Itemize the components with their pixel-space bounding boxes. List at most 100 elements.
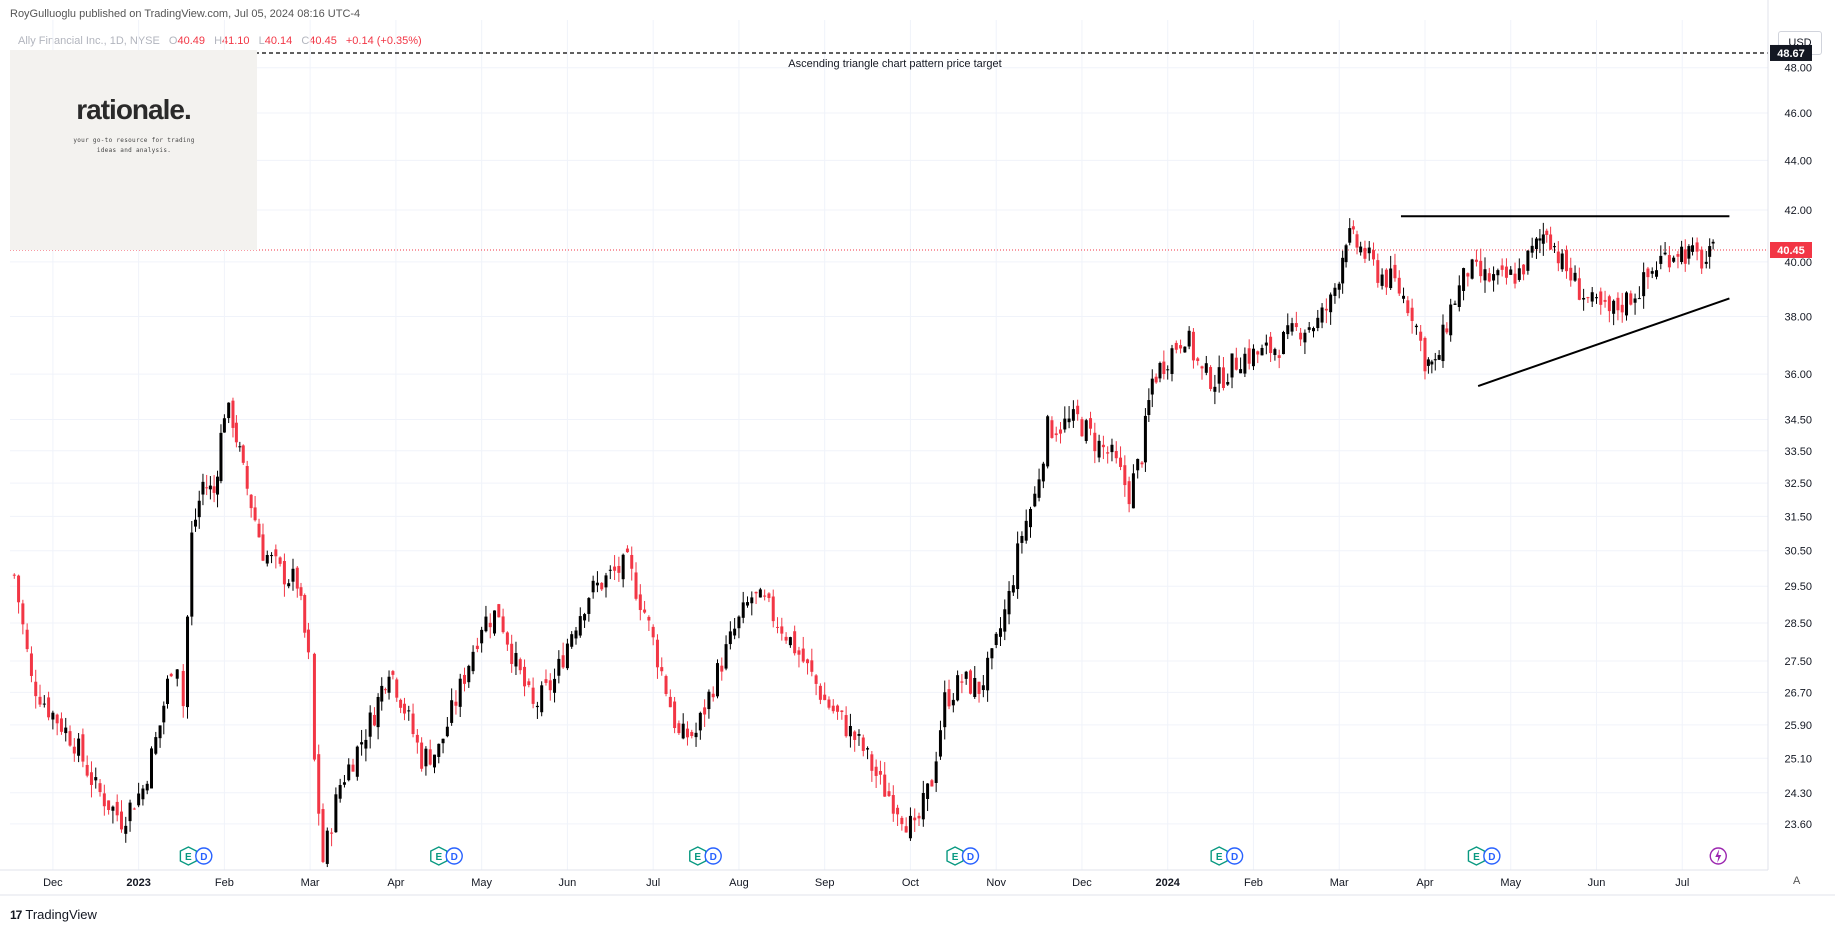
candle-body [102, 793, 106, 807]
dividend-event-icon[interactable]: D [195, 847, 213, 865]
candle [42, 695, 46, 708]
candle-body [270, 555, 274, 557]
candle [77, 733, 81, 763]
candle-body [380, 685, 384, 702]
candle-body [330, 832, 334, 834]
candle-body [861, 737, 865, 751]
candle [848, 713, 852, 748]
candle-body [1037, 479, 1041, 498]
candle [1256, 350, 1260, 364]
earnings-event-icon[interactable]: E [689, 846, 707, 866]
dividend-event-icon[interactable]: D [1225, 847, 1244, 865]
candle-body [968, 670, 972, 694]
earnings-event-icon[interactable]: E [946, 846, 964, 866]
earnings-event-icon[interactable]: E [430, 846, 448, 866]
candle-body [1414, 325, 1418, 328]
candle-body [1680, 246, 1684, 263]
candle [1046, 414, 1050, 469]
candle [1603, 290, 1607, 308]
candle [1097, 434, 1101, 463]
candle-body [1462, 268, 1466, 291]
tradingview-brand-label: TradingView [25, 907, 97, 922]
candle [1076, 399, 1080, 421]
earnings-event-icon[interactable]: E [1210, 846, 1228, 866]
y-tick-label: 25.90 [1784, 720, 1812, 732]
candle-body [1110, 444, 1114, 453]
candle-body [360, 742, 364, 745]
candle [711, 686, 715, 702]
candle-body [231, 400, 235, 428]
logo-subtitle: your go-to resource for trading ideas an… [73, 137, 195, 154]
candle-body [493, 610, 497, 634]
dividend-event-icon[interactable]: D [704, 847, 722, 865]
candle [437, 743, 441, 764]
lightning-event-icon[interactable] [1709, 847, 1727, 865]
candle-body [831, 705, 835, 712]
candle [1174, 340, 1178, 354]
candle-body [1372, 250, 1376, 260]
support-trendline [1477, 297, 1730, 387]
x-tick-label: Mar [1330, 877, 1349, 889]
candle [265, 550, 269, 567]
candle [1437, 350, 1441, 361]
dividend-marker-shape [1483, 847, 1501, 865]
candle-body [866, 748, 870, 750]
dividend-event-icon[interactable]: D [445, 847, 463, 865]
dividend-event-icon[interactable]: D [961, 847, 980, 865]
candle-body [535, 705, 539, 708]
candle [306, 622, 310, 660]
candle-body [600, 582, 604, 590]
high-value: 41.10 [222, 35, 250, 47]
candle-body [934, 761, 938, 783]
candle [724, 635, 728, 671]
high-label: H [214, 35, 223, 47]
earnings-event-icon[interactable]: E [1467, 846, 1486, 866]
candle [360, 729, 364, 756]
candle-body [364, 739, 368, 749]
candle [141, 784, 145, 806]
candle [94, 767, 98, 789]
candle [771, 589, 775, 628]
candle-body [780, 626, 784, 634]
candle-body [1487, 273, 1491, 282]
candle [1538, 229, 1542, 254]
candle-body [553, 678, 557, 693]
candle-body [1028, 508, 1032, 528]
candle-body [387, 676, 391, 693]
candle-body [703, 707, 707, 715]
candle-body [1016, 543, 1020, 590]
candle [467, 664, 471, 688]
candle-body [583, 614, 587, 621]
candle-body [227, 402, 231, 419]
candle [587, 597, 591, 622]
candle-body [1269, 336, 1273, 354]
candle-body [1158, 362, 1162, 379]
candle-body [407, 710, 411, 712]
candle-body [212, 486, 216, 493]
candle-body [1380, 274, 1384, 286]
candle-body [299, 587, 303, 596]
dividend-event-icon[interactable]: D [1483, 847, 1501, 865]
candle-body [1607, 296, 1611, 312]
candle-body [1024, 520, 1028, 541]
candle-body [1311, 328, 1315, 332]
symbol-name[interactable]: Ally Financial Inc., 1D, NYSE [18, 35, 160, 47]
candle-body [325, 830, 329, 864]
candle-body [1076, 405, 1080, 415]
earnings-event-icon[interactable]: E [179, 846, 198, 866]
candle-body [1007, 590, 1011, 615]
candle-body [1629, 293, 1633, 305]
candle [1513, 262, 1517, 289]
candle-body [1200, 366, 1204, 369]
candle-body [578, 616, 582, 636]
auto-scale-button[interactable]: A [1793, 875, 1801, 887]
candle [750, 591, 754, 616]
candle-body [234, 422, 238, 443]
candle-body [1054, 433, 1058, 436]
candle-body [475, 645, 479, 650]
candle-body [471, 651, 475, 672]
candle-body [527, 681, 531, 686]
candle-body [347, 764, 351, 781]
candle-body [274, 549, 278, 557]
